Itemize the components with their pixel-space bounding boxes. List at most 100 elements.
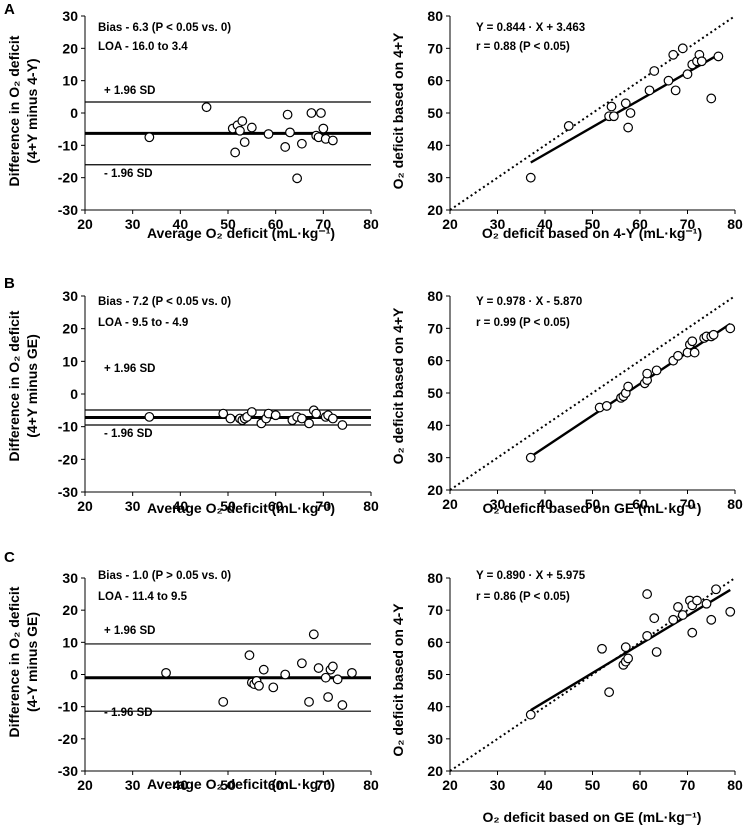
x-tick-label: 40 (173, 777, 189, 793)
y-tick-label: 30 (427, 170, 443, 186)
y-tick-label: 40 (427, 699, 443, 715)
data-point (711, 584, 721, 595)
data-point (677, 43, 688, 54)
data-point (701, 598, 712, 609)
data-point (285, 127, 295, 138)
x-tick-label: 70 (680, 216, 696, 232)
y-tick-label: 30 (62, 288, 78, 304)
loa-annotation: LOA - 9.5 to - 4.9 (98, 317, 188, 329)
loa-annotation: LOA - 16.0 to 3.4 (98, 41, 188, 53)
data-point (682, 69, 693, 80)
x-tick-label: 60 (268, 216, 284, 232)
y-tick-label: 40 (427, 137, 443, 153)
data-point (296, 658, 307, 669)
x-tick-label: 60 (268, 777, 284, 793)
data-point (677, 610, 688, 620)
data-point (270, 410, 281, 421)
x-tick-label: 70 (316, 777, 332, 793)
x-tick-label: 80 (363, 777, 379, 793)
data-point (337, 420, 348, 430)
x-axis-title: O₂ deficit based on GE (mL·kg⁻¹) (483, 809, 702, 825)
data-point (230, 147, 241, 158)
x-tick-label: 70 (316, 216, 332, 232)
y-tick-label: 50 (427, 667, 443, 683)
x-tick-label: 30 (125, 777, 141, 793)
y-tick-label: 30 (62, 8, 78, 24)
y-tick-label: -30 (58, 484, 78, 500)
data-point (218, 696, 229, 707)
data-point (608, 111, 619, 122)
x-tick-label: 50 (220, 498, 236, 514)
y-tick-label: 30 (62, 570, 78, 586)
x-tick-label: 40 (173, 216, 189, 232)
data-point (696, 56, 707, 67)
data-point (337, 700, 348, 710)
data-point (623, 122, 634, 133)
panel-letter-a: A (4, 1, 15, 18)
data-point (625, 108, 636, 118)
y-tick-label: 60 (427, 634, 443, 650)
data-point (296, 138, 307, 149)
data-point (642, 589, 653, 599)
data-point (323, 692, 334, 702)
x-tick-label: 60 (268, 498, 284, 514)
data-point (304, 418, 314, 429)
data-point (670, 85, 681, 96)
x-tick-label: 50 (585, 496, 601, 512)
x-tick-label: 60 (632, 496, 648, 512)
chart-a-regression: Y = 0.844 · X + 3.463 r = 0.88 (P < 0.05… (390, 8, 743, 241)
data-point (663, 75, 674, 86)
data-point (282, 109, 293, 120)
y-tick-label: 20 (427, 482, 443, 498)
y-tick-label: 30 (427, 731, 443, 747)
data-point (623, 653, 634, 664)
y-tick-label: 80 (427, 8, 443, 24)
data-point (620, 98, 631, 109)
x-tick-label: 80 (727, 777, 743, 793)
y-tick-label: 70 (427, 602, 443, 618)
y-axis-title-line1: Difference in O₂ deficit (6, 35, 22, 186)
data-point (644, 85, 655, 96)
data-point (263, 129, 274, 139)
y-tick-label: 70 (427, 40, 443, 56)
x-axis-title: O₂ deficit based on 4-Y (mL·kg⁻¹) (482, 225, 702, 241)
y-tick-label: 70 (427, 320, 443, 336)
regression-line (530, 588, 731, 712)
data-point (144, 411, 155, 422)
y-tick-label: 20 (62, 602, 78, 618)
data-point (161, 667, 171, 678)
data-point (706, 93, 717, 104)
y-axis-title-line2: (4+Y minus 4-Y) (24, 58, 40, 163)
lower-loa-label: - 1.96 SD (104, 168, 153, 180)
x-tick-label: 50 (585, 777, 601, 793)
panel-letter-c: C (4, 549, 15, 566)
y-tick-label: 40 (427, 417, 443, 433)
lower-loa-label: - 1.96 SD (104, 428, 153, 440)
y-tick-label: -30 (58, 202, 78, 218)
x-tick-label: 70 (680, 777, 696, 793)
x-tick-label: 40 (537, 777, 553, 793)
data-point (606, 101, 617, 112)
upper-loa-label: + 1.96 SD (104, 363, 155, 375)
data-point (525, 452, 536, 463)
y-tick-label: 30 (427, 450, 443, 466)
data-point (144, 132, 155, 143)
x-axis-title: O₂ deficit based on GE (mL·kg⁻¹) (483, 500, 702, 516)
x-axis-title: Average O₂ deficit (mL·kg⁻¹) (147, 225, 335, 241)
data-point (304, 696, 314, 707)
x-tick-label: 50 (585, 216, 601, 232)
data-point (258, 664, 269, 675)
chart-c-regression: Y = 0.890 · X + 5.975 r = 0.86 (P < 0.05… (390, 570, 743, 825)
data-point (280, 142, 291, 152)
x-tick-label: 40 (537, 496, 553, 512)
x-tick-label: 80 (727, 496, 743, 512)
data-point (604, 687, 615, 698)
data-point (525, 172, 536, 183)
data-point (692, 595, 702, 606)
x-tick-label: 20 (442, 216, 458, 232)
x-axis-title: Average O₂ deficit (mL·kg⁻¹) (147, 776, 335, 792)
data-point (237, 116, 248, 126)
data-point (313, 663, 324, 673)
y-tick-label: -20 (58, 731, 78, 747)
data-point (327, 135, 338, 146)
